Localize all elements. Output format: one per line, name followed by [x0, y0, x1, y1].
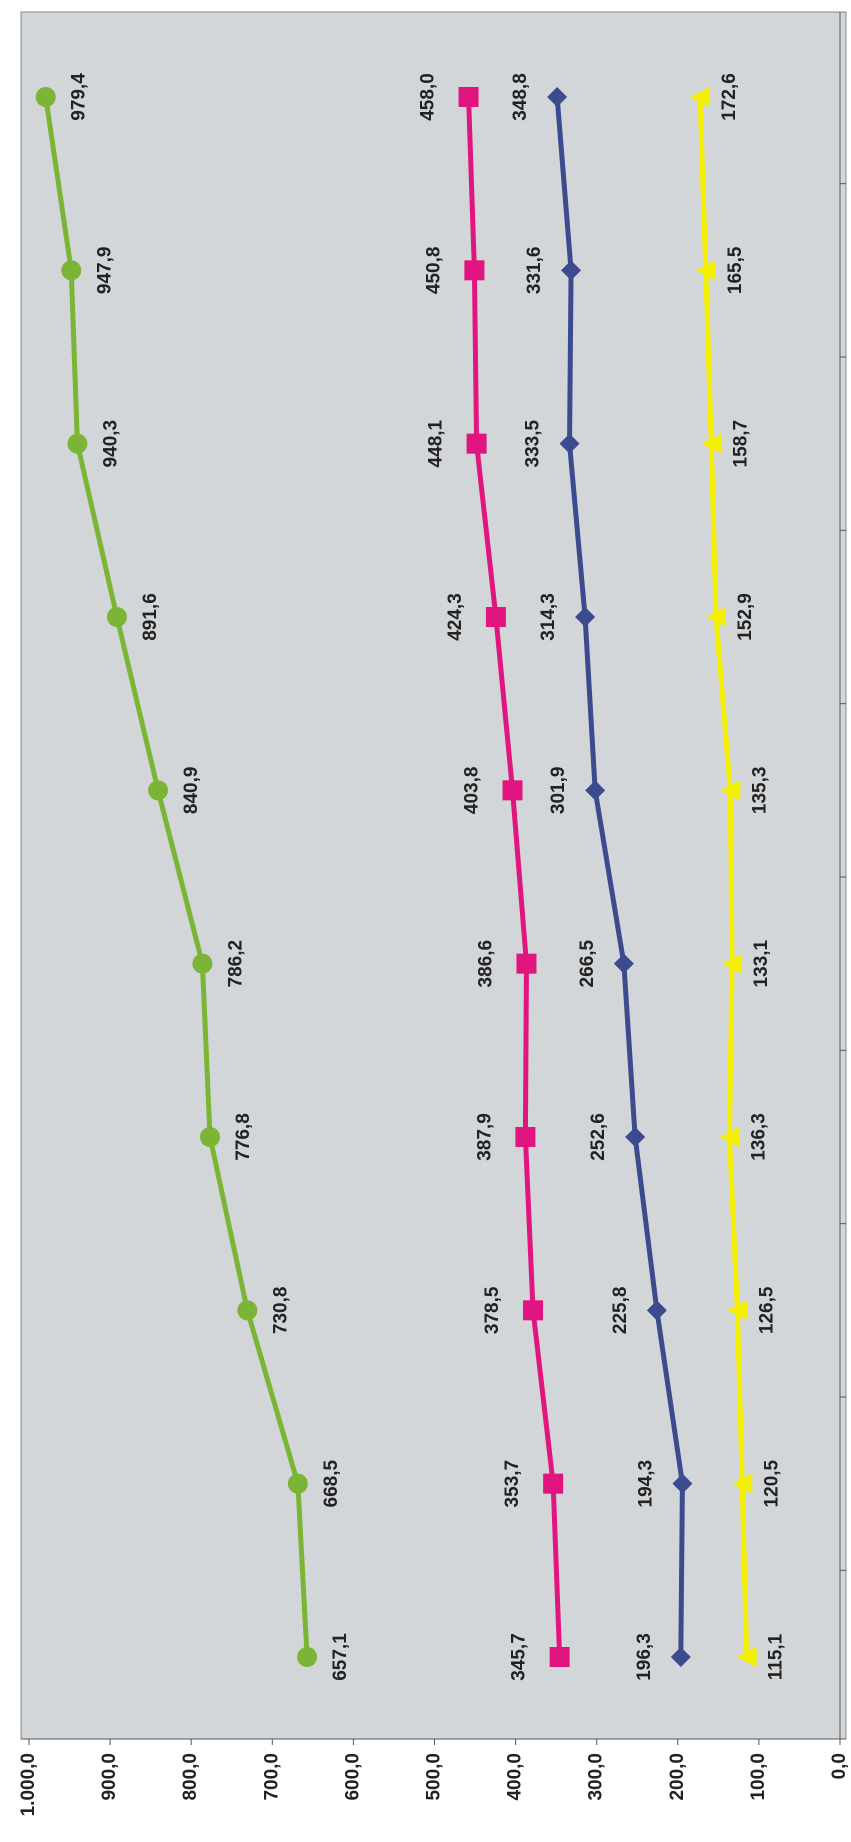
marker — [516, 953, 537, 974]
value-label: 386,6 — [475, 940, 496, 988]
marker — [559, 433, 580, 454]
marker — [719, 1127, 740, 1147]
value-label: 266,5 — [577, 939, 598, 987]
value-label: 979,4 — [69, 73, 90, 121]
marker — [502, 780, 523, 801]
value-label: 448,1 — [426, 419, 447, 467]
value-label: 730,8 — [270, 1287, 291, 1335]
value-label: 345,7 — [509, 1633, 530, 1681]
marker — [192, 953, 213, 974]
marker — [670, 1647, 691, 1667]
series-line — [697, 96, 750, 1658]
value-label: 333,5 — [523, 419, 544, 467]
value-label: 252,6 — [588, 1113, 609, 1161]
marker — [35, 87, 56, 107]
marker — [200, 1127, 221, 1147]
value-label: 348,8 — [510, 73, 531, 121]
value-label: 940,3 — [100, 420, 121, 468]
value-label: 786,2 — [225, 940, 246, 988]
value-label: 165,5 — [725, 246, 746, 294]
marker — [575, 607, 596, 627]
marker — [287, 1473, 308, 1494]
marker — [458, 87, 479, 107]
y-tick-label: 900,0 — [99, 1753, 120, 1801]
marker — [672, 1473, 693, 1494]
marker — [549, 1647, 570, 1667]
series-line — [554, 96, 685, 1658]
y-tick-label: 300,0 — [586, 1753, 607, 1801]
value-label: 776,8 — [233, 1113, 254, 1161]
marker — [67, 433, 88, 454]
marker — [106, 607, 127, 627]
marker — [701, 433, 722, 454]
marker — [466, 433, 487, 454]
value-label: 135,3 — [749, 767, 770, 815]
value-label: 225,8 — [610, 1287, 631, 1335]
marker — [736, 1647, 757, 1667]
y-tick-label: 800,0 — [180, 1753, 201, 1801]
marker — [515, 1127, 536, 1147]
value-label: 668,5 — [321, 1459, 342, 1507]
marker — [148, 780, 169, 801]
value-label: 657,1 — [330, 1633, 351, 1681]
series-line — [43, 96, 310, 1658]
value-label: 152,9 — [735, 593, 756, 641]
value-label: 301,9 — [548, 767, 569, 815]
value-label: 196,3 — [634, 1633, 655, 1681]
value-label: 314,3 — [538, 593, 559, 641]
marker — [543, 1473, 564, 1494]
marker — [732, 1473, 753, 1494]
value-label: 133,1 — [751, 939, 772, 987]
value-label: 172,6 — [719, 73, 740, 121]
marker — [547, 87, 568, 107]
marker — [722, 953, 743, 974]
value-label: 115,1 — [766, 1633, 787, 1680]
marker — [237, 1300, 258, 1321]
value-label: 158,7 — [730, 420, 751, 468]
marker — [297, 1647, 318, 1667]
value-label: 840,9 — [181, 767, 202, 815]
y-tick-label: 600,0 — [342, 1753, 363, 1801]
y-tick-label: 1.000,0 — [18, 1753, 39, 1816]
value-label: 403,8 — [462, 767, 483, 815]
y-tick-label: 200,0 — [667, 1753, 688, 1801]
marker — [720, 780, 741, 801]
value-label: 378,5 — [482, 1286, 503, 1334]
y-tick-label: 500,0 — [424, 1753, 445, 1801]
marker — [695, 260, 716, 281]
value-label: 947,9 — [94, 247, 115, 295]
value-label: 126,5 — [756, 1286, 777, 1334]
marker — [585, 780, 606, 801]
marker — [705, 607, 726, 627]
series-line — [466, 96, 563, 1658]
marker — [485, 607, 506, 627]
marker — [61, 260, 82, 281]
value-label: 458,0 — [418, 73, 439, 121]
value-label: 450,8 — [423, 247, 444, 295]
y-tick-label: 700,0 — [261, 1753, 282, 1801]
value-label: 136,3 — [748, 1113, 769, 1161]
marker — [613, 953, 634, 974]
y-tick-label: 400,0 — [505, 1753, 526, 1801]
marker — [464, 260, 485, 281]
marker — [561, 260, 582, 281]
y-tick-label: 0,0 — [829, 1753, 850, 1779]
value-label: 120,5 — [761, 1459, 782, 1507]
marker — [727, 1300, 748, 1321]
y-tick-label: 100,0 — [748, 1753, 769, 1801]
marker — [523, 1300, 544, 1321]
marker — [646, 1300, 667, 1321]
marker — [625, 1127, 646, 1147]
value-label: 331,6 — [524, 247, 545, 295]
value-label: 353,7 — [502, 1460, 523, 1508]
value-label: 891,6 — [140, 593, 161, 641]
marker — [690, 87, 711, 107]
value-label: 424,3 — [445, 593, 466, 641]
value-label: 194,3 — [635, 1460, 656, 1508]
value-label: 387,9 — [474, 1113, 495, 1161]
